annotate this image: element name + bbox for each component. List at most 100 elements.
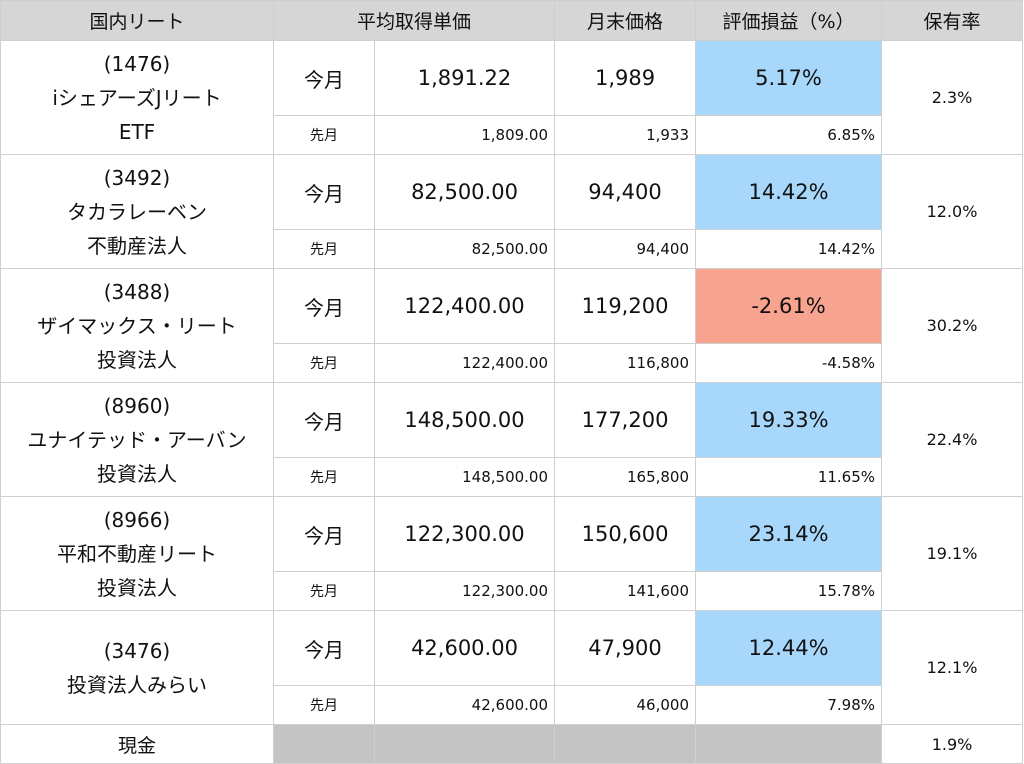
this-month-price: 119,200 (554, 268, 697, 344)
last-month-avg-price: 122,400.00 (373, 343, 556, 383)
last-month-price: 46,000 (554, 685, 697, 725)
reit-code: (3492) (103, 165, 171, 190)
this-month-price: 177,200 (554, 382, 697, 458)
last-month-gain-loss: -4.58% (695, 343, 883, 383)
header-month-end-price: 月末価格 (554, 0, 697, 41)
reit-code: (3488) (103, 279, 171, 304)
holding-share: 12.0% (881, 154, 1024, 269)
table-row: (3492) タカラレーベン 不動産法人 今月 82,500.00 94,400 14.42… (0, 154, 1024, 269)
last-month-gain-loss: 11.65% (695, 457, 883, 497)
last-month-label: 先月 (273, 571, 375, 611)
holding-share: 30.2% (881, 268, 1024, 383)
this-month-avg-price: 1,891.22 (373, 40, 556, 116)
holding-share: 22.4% (881, 382, 1024, 497)
last-month-price: 141,600 (554, 571, 697, 611)
this-month-label: 今月 (273, 40, 375, 116)
reit-name-line2: 投資法人 (97, 461, 177, 486)
holding-share: 19.1% (881, 496, 1024, 611)
reit-code: (1476) (103, 51, 171, 76)
last-month-label: 先月 (273, 457, 375, 497)
reit-name-line1: ザイマックス・リート (37, 313, 237, 338)
last-month-label: 先月 (273, 229, 375, 269)
reit-code: (8966) (103, 507, 171, 532)
holding-share: 12.1% (881, 610, 1024, 725)
reit-name-line2: ETF (118, 119, 156, 144)
last-month-gain-loss: 6.85% (695, 115, 883, 155)
this-month-avg-price: 148,500.00 (373, 382, 556, 458)
reit-name-line1: iシェアーズJリート (52, 85, 222, 110)
last-month-label: 先月 (273, 343, 375, 383)
this-month-label: 今月 (273, 610, 375, 686)
this-month-label: 今月 (273, 154, 375, 230)
this-month-gain-loss: 23.14% (695, 496, 883, 572)
reit-name-cell: (1476) iシェアーズJリート ETF (0, 40, 274, 155)
table-row: (3488) ザイマックス・リート 投資法人 今月 122,400.00 119,200-… (0, 268, 1024, 383)
this-month-avg-price: 122,400.00 (373, 268, 556, 344)
reit-code: (8960) (103, 393, 171, 418)
this-month-gain-loss: 19.33% (695, 382, 883, 458)
this-month-gain-loss: 14.42% (695, 154, 883, 230)
reit-name-line2: 投資法人 (97, 347, 177, 372)
table-row: (1476) iシェアーズJリート ETF 今月 1,891.22 1,989 5.17% 2… (0, 40, 1024, 155)
this-month-label: 今月 (273, 382, 375, 458)
reit-name-cell: (3488) ザイマックス・リート 投資法人 (0, 268, 274, 383)
reit-name-cell: (8960) ユナイテッド・アーバン 投資法人 (0, 382, 274, 497)
table-row: (3476) 投資法人みらい 今月 42,600.00 47,900 12.44% 12.1… (0, 610, 1024, 725)
table-row: 先月 1,809.00 1,933 6.85% (1, 115, 1023, 155)
cash-empty-cell (273, 724, 375, 764)
this-month-price: 47,900 (554, 610, 697, 686)
table-row: 先月 82,500.00 94,400 14.42% (1, 229, 1023, 269)
header-gain-loss: 評価損益（%） (695, 0, 883, 41)
reit-code: (3476) (103, 638, 171, 663)
table-body: (1476) iシェアーズJリート ETF 今月 1,891.22 1,989 5.17% 2… (0, 40, 1024, 764)
table-row: 先月 42,600.00 46,000 7.98% (1, 685, 1023, 725)
this-month-gain-loss: -2.61% (695, 268, 883, 344)
header-name: 国内リート (0, 0, 274, 41)
this-month-price: 94,400 (554, 154, 697, 230)
last-month-avg-price: 82,500.00 (373, 229, 556, 269)
reit-name-cell: (3492) タカラレーベン 不動産法人 (0, 154, 274, 269)
table-row: 先月 122,300.00 141,600 15.78% (1, 571, 1023, 611)
last-month-gain-loss: 14.42% (695, 229, 883, 269)
last-month-price: 116,800 (554, 343, 697, 383)
this-month-label: 今月 (273, 496, 375, 572)
last-month-avg-price: 122,300.00 (373, 571, 556, 611)
last-month-label: 先月 (273, 685, 375, 725)
table-header: 国内リート 平均取得単価 月末価格 評価損益（%） 保有率 (0, 0, 1024, 41)
last-month-avg-price: 42,600.00 (373, 685, 556, 725)
cash-share: 1.9% (881, 724, 1024, 764)
this-month-label: 今月 (273, 268, 375, 344)
reit-name-line2: 投資法人 (97, 575, 177, 600)
last-month-avg-price: 1,809.00 (373, 115, 556, 155)
table-row: (8966) 平和不動産リート 投資法人 今月 122,300.00 150,600 23.… (0, 496, 1024, 611)
cash-empty-cell (695, 724, 883, 764)
this-month-avg-price: 122,300.00 (373, 496, 556, 572)
this-month-avg-price: 42,600.00 (373, 610, 556, 686)
reit-name-cell: (3476) 投資法人みらい (0, 610, 274, 725)
table-row: (8960) ユナイテッド・アーバン 投資法人 今月 148,500.00 177,200… (0, 382, 1024, 497)
cash-row: 現金 1.9% (0, 724, 1024, 764)
last-month-gain-loss: 15.78% (695, 571, 883, 611)
last-month-label: 先月 (273, 115, 375, 155)
reit-name-line1: 投資法人みらい (67, 672, 207, 697)
reit-name-line1: ユナイテッド・アーバン (27, 427, 247, 452)
last-month-price: 94,400 (554, 229, 697, 269)
this-month-price: 150,600 (554, 496, 697, 572)
last-month-price: 165,800 (554, 457, 697, 497)
table-row: 先月 122,400.00 116,800 -4.58% (1, 343, 1023, 383)
last-month-gain-loss: 7.98% (695, 685, 883, 725)
this-month-avg-price: 82,500.00 (373, 154, 556, 230)
last-month-avg-price: 148,500.00 (373, 457, 556, 497)
table-row: 先月 148,500.00 165,800 11.65% (1, 457, 1023, 497)
this-month-gain-loss: 12.44% (695, 610, 883, 686)
reit-name-line2: 不動産法人 (87, 233, 187, 258)
reit-name-line1: 平和不動産リート (57, 541, 217, 566)
this-month-price: 1,989 (554, 40, 697, 116)
this-month-gain-loss: 5.17% (695, 40, 883, 116)
holding-share: 2.3% (881, 40, 1024, 155)
last-month-price: 1,933 (554, 115, 697, 155)
reit-name-cell: (8966) 平和不動産リート 投資法人 (0, 496, 274, 611)
header-avg-price: 平均取得単価 (272, 0, 556, 41)
cash-empty-cell (373, 724, 556, 764)
